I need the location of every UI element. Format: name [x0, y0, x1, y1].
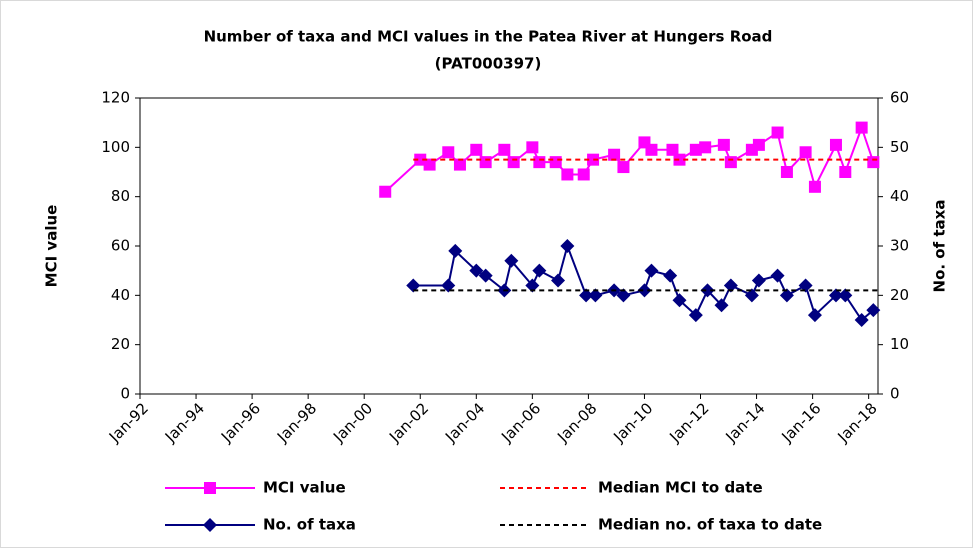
marker [507, 156, 520, 169]
y-tick-label: 20 [111, 335, 130, 353]
marker [561, 168, 574, 181]
marker [588, 288, 603, 303]
marker [637, 283, 652, 298]
y2-tick-label: 30 [890, 237, 909, 255]
marker [616, 288, 631, 303]
marker [551, 273, 566, 288]
marker [577, 168, 590, 181]
legend-label: No. of taxa [263, 516, 356, 534]
chart-subtitle: (PAT000397) [435, 55, 542, 73]
marker [470, 143, 483, 156]
marker [666, 143, 679, 156]
marker [608, 148, 621, 161]
legend-marker [203, 518, 217, 532]
marker [700, 283, 715, 298]
marker [478, 268, 493, 283]
y-axis-label: MCI value [43, 205, 61, 288]
y2-tick-label: 50 [890, 138, 909, 156]
marker [644, 263, 659, 278]
marker [479, 156, 492, 169]
marker [855, 121, 868, 134]
marker [672, 293, 687, 308]
legend-label: MCI value [263, 479, 346, 497]
marker [560, 239, 575, 253]
marker [453, 158, 466, 171]
marker [532, 263, 547, 278]
marker [423, 158, 436, 171]
marker [688, 308, 703, 323]
marker [808, 180, 821, 193]
y2-tick-label: 10 [890, 335, 909, 353]
marker [587, 153, 600, 166]
legend-marker [204, 482, 216, 494]
marker [663, 268, 678, 283]
marker [525, 278, 540, 293]
marker [839, 166, 852, 178]
marker [645, 143, 658, 156]
y2-tick-label: 60 [890, 89, 909, 107]
marker [441, 278, 456, 293]
marker [469, 263, 484, 278]
y2-tick-label: 20 [890, 286, 909, 304]
marker [854, 313, 869, 327]
chart-title: Number of taxa and MCI values in the Pat… [204, 28, 773, 46]
marker [780, 166, 793, 178]
marker [744, 288, 759, 303]
marker [379, 185, 392, 198]
marker [526, 141, 539, 154]
marker [867, 156, 880, 169]
marker [717, 138, 730, 151]
marker [498, 143, 511, 156]
marker [752, 138, 765, 151]
marker [829, 138, 842, 151]
marker [414, 153, 427, 166]
marker [617, 161, 630, 174]
marker [714, 298, 729, 313]
marker [406, 278, 421, 293]
y-tick-label: 100 [101, 138, 130, 156]
marker [724, 156, 737, 169]
y-tick-label: 80 [111, 187, 130, 205]
marker [771, 126, 784, 139]
marker [723, 278, 738, 293]
legend-label: Median MCI to date [598, 479, 763, 497]
y2-axis-label: No. of taxa [931, 200, 949, 293]
marker [699, 141, 712, 154]
marker [549, 156, 562, 169]
marker [799, 146, 812, 159]
marker [751, 273, 766, 288]
y-tick-label: 0 [120, 385, 130, 403]
marker [770, 268, 785, 283]
y-tick-label: 40 [111, 286, 130, 304]
marker [689, 143, 702, 156]
marker [828, 288, 843, 303]
marker [533, 156, 546, 169]
marker [866, 303, 881, 318]
y-tick-label: 60 [111, 237, 130, 255]
marker [673, 153, 686, 166]
marker [807, 308, 822, 323]
y2-tick-label: 40 [890, 187, 909, 205]
marker [838, 288, 853, 303]
marker [448, 243, 463, 258]
marker [579, 288, 594, 303]
marker [798, 278, 813, 293]
legend-label: Median no. of taxa to date [598, 516, 822, 534]
marker [442, 146, 455, 159]
marker [779, 288, 794, 303]
y2-tick-label: 0 [890, 385, 900, 403]
y-tick-label: 120 [101, 89, 130, 107]
marker [504, 253, 519, 268]
